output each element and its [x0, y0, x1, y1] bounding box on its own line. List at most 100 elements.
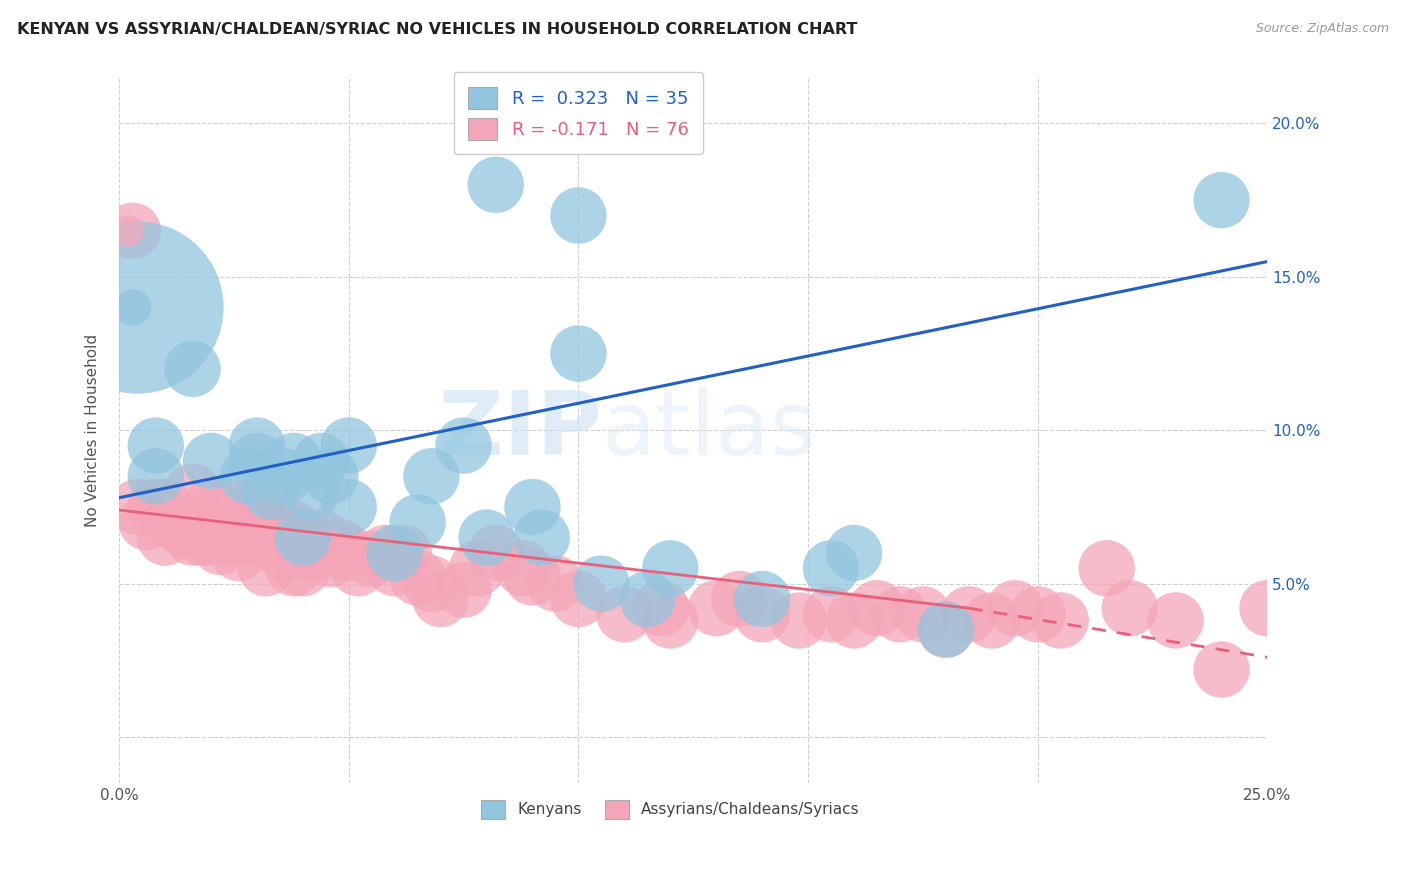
Point: [200, 500, 222, 514]
Point: [751, 591, 773, 606]
Text: atlas: atlas: [602, 387, 817, 474]
Point: [360, 552, 382, 566]
Point: [153, 531, 176, 545]
Point: [467, 561, 489, 575]
Point: [980, 614, 1002, 628]
Point: [153, 500, 176, 514]
Point: [374, 546, 396, 560]
Point: [121, 301, 143, 315]
Point: [145, 500, 167, 514]
Point: [1095, 561, 1118, 575]
Point: [842, 614, 865, 628]
Point: [347, 561, 370, 575]
Point: [659, 561, 682, 575]
Point: [117, 224, 139, 238]
Point: [820, 607, 842, 622]
Point: [567, 346, 589, 360]
Point: [567, 209, 589, 223]
Point: [181, 531, 204, 545]
Point: [704, 601, 727, 615]
Point: [200, 454, 222, 468]
Point: [259, 484, 281, 499]
Legend: Kenyans, Assyrians/Chaldeans/Syriacs: Kenyans, Assyrians/Chaldeans/Syriacs: [475, 794, 866, 825]
Point: [190, 516, 212, 530]
Point: [264, 531, 287, 545]
Point: [889, 607, 911, 622]
Point: [200, 531, 222, 545]
Point: [530, 531, 553, 545]
Point: [337, 546, 360, 560]
Point: [866, 601, 889, 615]
Point: [145, 439, 167, 453]
Point: [957, 607, 980, 622]
Point: [1118, 601, 1140, 615]
Point: [264, 516, 287, 530]
Point: [636, 591, 658, 606]
Point: [787, 614, 810, 628]
Point: [209, 540, 232, 554]
Point: [475, 531, 498, 545]
Text: Source: ZipAtlas.com: Source: ZipAtlas.com: [1256, 22, 1389, 36]
Point: [301, 484, 323, 499]
Point: [172, 521, 194, 535]
Point: [935, 623, 957, 637]
Point: [659, 614, 682, 628]
Point: [384, 546, 406, 560]
Point: [209, 516, 232, 530]
Point: [420, 576, 443, 591]
Point: [544, 576, 567, 591]
Point: [273, 546, 295, 560]
Point: [127, 500, 149, 514]
Point: [283, 454, 305, 468]
Point: [236, 516, 259, 530]
Point: [485, 178, 508, 192]
Point: [328, 540, 350, 554]
Point: [522, 500, 544, 514]
Point: [218, 531, 240, 545]
Point: [1164, 614, 1187, 628]
Point: [319, 469, 342, 483]
Point: [273, 469, 295, 483]
Y-axis label: No Vehicles in Household: No Vehicles in Household: [86, 334, 100, 527]
Point: [135, 516, 157, 530]
Point: [1211, 193, 1233, 207]
Text: KENYAN VS ASSYRIAN/CHALDEAN/SYRIAC NO VEHICLES IN HOUSEHOLD CORRELATION CHART: KENYAN VS ASSYRIAN/CHALDEAN/SYRIAC NO VE…: [17, 22, 858, 37]
Point: [935, 623, 957, 637]
Point: [236, 469, 259, 483]
Point: [1049, 614, 1071, 628]
Point: [337, 500, 360, 514]
Point: [246, 439, 269, 453]
Point: [283, 561, 305, 575]
Point: [319, 552, 342, 566]
Point: [453, 439, 475, 453]
Point: [911, 607, 934, 622]
Point: [181, 484, 204, 499]
Point: [1211, 663, 1233, 677]
Point: [512, 561, 534, 575]
Point: [384, 561, 406, 575]
Point: [163, 516, 186, 530]
Point: [613, 607, 636, 622]
Point: [190, 531, 212, 545]
Text: ZIP: ZIP: [439, 387, 602, 474]
Point: [337, 439, 360, 453]
Point: [218, 500, 240, 514]
Point: [301, 546, 323, 560]
Point: [283, 521, 305, 535]
Point: [236, 531, 259, 545]
Point: [820, 561, 842, 575]
Point: [567, 591, 589, 606]
Point: [309, 531, 332, 545]
Point: [406, 570, 429, 584]
Point: [485, 546, 508, 560]
Point: [591, 576, 613, 591]
Point: [246, 454, 269, 468]
Point: [145, 469, 167, 483]
Point: [522, 570, 544, 584]
Point: [246, 521, 269, 535]
Point: [246, 500, 269, 514]
Point: [228, 546, 250, 560]
Point: [291, 561, 314, 575]
Point: [728, 591, 751, 606]
Point: [429, 591, 451, 606]
